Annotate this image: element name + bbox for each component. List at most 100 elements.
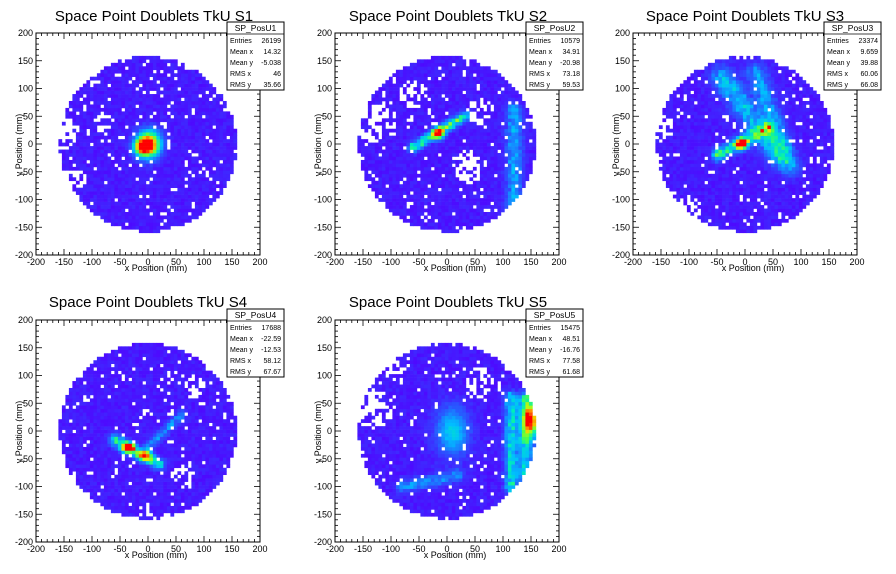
heatmap-bin <box>413 114 418 119</box>
heatmap-bin <box>201 149 206 154</box>
heatmap-bin <box>732 215 737 220</box>
heatmap-bin <box>507 121 512 126</box>
stats-label-mean-x: Mean x <box>230 49 253 56</box>
heatmap-bin <box>746 146 751 150</box>
heatmap-bin <box>465 69 470 74</box>
heatmap-bin <box>697 73 702 78</box>
heatmap-bin <box>208 104 213 109</box>
heatmap-bin <box>420 222 425 227</box>
heatmap-bins <box>58 55 238 234</box>
x-tick-label: -150 <box>354 257 372 267</box>
heatmap-bin <box>117 104 122 109</box>
heatmap-bin <box>152 201 157 206</box>
heatmap-bin <box>728 156 733 161</box>
heatmap-bin <box>441 177 446 182</box>
heatmap-bin <box>483 184 488 189</box>
heatmap-bin <box>725 111 730 116</box>
heatmap-bin <box>170 87 175 91</box>
heatmap-bin <box>679 125 684 130</box>
heatmap-bin <box>437 97 442 102</box>
heatmap-bin <box>194 184 199 189</box>
heatmap-bin <box>378 166 383 171</box>
heatmap-bin <box>364 146 369 150</box>
heatmap-bin <box>65 156 70 161</box>
heatmap-bin <box>100 215 105 220</box>
heatmap-bin <box>448 187 453 192</box>
heatmap-bin <box>504 125 509 130</box>
heatmap-bin <box>455 205 460 209</box>
heatmap-bin <box>704 166 709 171</box>
heatmap-bin <box>159 114 164 119</box>
heatmap-bin <box>665 180 670 185</box>
heatmap-bin <box>96 208 101 213</box>
heatmap-bin <box>159 73 164 78</box>
heatmap-bin <box>194 146 199 150</box>
heatmap-bin <box>194 118 199 123</box>
heatmap-bin <box>121 90 126 95</box>
heatmap-bin <box>145 159 150 164</box>
heatmap-bin <box>233 142 238 147</box>
heatmap-bin <box>493 170 498 175</box>
heatmap-bin <box>430 198 435 202</box>
heatmap-bin <box>145 55 150 60</box>
heatmap-bin <box>392 139 397 143</box>
heatmap-bin <box>149 104 154 109</box>
heatmap-bin <box>458 69 463 74</box>
heatmap-bin <box>679 118 684 123</box>
heatmap-bin <box>693 114 698 119</box>
heatmap-bin <box>205 142 210 147</box>
heatmap-bin <box>472 215 477 220</box>
heatmap-bin <box>194 142 199 147</box>
heatmap-bin <box>371 149 376 154</box>
heatmap-bin <box>222 163 227 168</box>
heatmap-bin <box>187 139 192 143</box>
heatmap-bin <box>392 177 397 182</box>
heatmap-bin <box>222 177 227 182</box>
heatmap-bin <box>107 198 112 202</box>
heatmap-bin <box>201 159 206 164</box>
heatmap-bin <box>732 218 737 223</box>
heatmap-bin <box>142 215 147 220</box>
heatmap-bin <box>504 187 509 192</box>
heatmap-bin <box>385 132 390 136</box>
heatmap-bin <box>93 139 98 143</box>
heatmap-bin <box>683 191 688 195</box>
heatmap-bin <box>486 66 491 71</box>
heatmap-bin <box>718 211 723 216</box>
heatmap-bin <box>110 132 115 136</box>
heatmap-bin <box>184 166 189 171</box>
heatmap-bin <box>732 177 737 182</box>
heatmap-bin <box>117 107 122 112</box>
heatmap-bin <box>472 218 477 223</box>
heatmap-bin <box>388 194 393 199</box>
heatmap-bin <box>388 163 393 168</box>
heatmap-bin <box>430 187 435 192</box>
heatmap-bin <box>476 80 481 84</box>
heatmap-bin <box>128 107 133 112</box>
heatmap-bin <box>201 156 206 161</box>
heatmap-bin <box>728 191 733 195</box>
heatmap-bin <box>114 149 119 154</box>
heatmap-bin <box>746 163 751 168</box>
heatmap-bin <box>427 62 432 67</box>
heatmap-bin <box>124 177 129 182</box>
heatmap-bin <box>711 208 716 213</box>
heatmap-bin <box>124 201 129 206</box>
heatmap-bin <box>511 100 516 105</box>
heatmap-bin <box>500 104 505 109</box>
heatmap-bin <box>142 142 147 147</box>
heatmap-bin <box>444 114 449 119</box>
heatmap-bin <box>100 211 105 216</box>
heatmap-bin <box>725 153 730 157</box>
heatmap-bin <box>511 107 516 112</box>
heatmap-bin <box>89 97 94 102</box>
stats-box-name: SP_PosU1 <box>235 23 277 33</box>
heatmap-bin <box>448 87 453 91</box>
heatmap-bin <box>124 80 129 84</box>
heatmap-bin <box>145 198 150 202</box>
heatmap-bin <box>374 97 379 102</box>
heatmap-bin <box>128 173 133 178</box>
heatmap-bin <box>735 153 740 157</box>
heatmap-bin <box>205 111 210 116</box>
heatmap-bin <box>700 121 705 126</box>
